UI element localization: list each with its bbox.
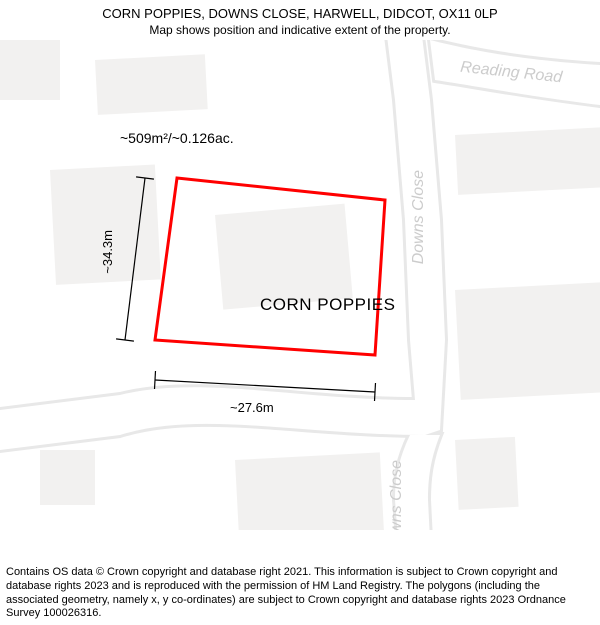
page-subtitle: Map shows position and indicative extent… xyxy=(0,23,600,37)
map-svg xyxy=(0,40,600,530)
property-name-label: CORN POPPIES xyxy=(260,295,395,315)
road-label-downs-close-lower: Downs Close xyxy=(388,460,406,530)
road-label-downs-close-upper: Downs Close xyxy=(410,170,428,264)
copyright-footer: Contains OS data © Crown copyright and d… xyxy=(6,566,594,621)
dimension-width-label: ~27.6m xyxy=(230,400,274,415)
dimension-height-label: ~34.3m xyxy=(100,230,115,274)
page-title: CORN POPPIES, DOWNS CLOSE, HARWELL, DIDC… xyxy=(0,6,600,21)
area-measurement-label: ~509m²/~0.126ac. xyxy=(120,130,234,146)
map-area: ~509m²/~0.126ac. CORN POPPIES Reading Ro… xyxy=(0,40,600,530)
header: CORN POPPIES, DOWNS CLOSE, HARWELL, DIDC… xyxy=(0,0,600,37)
